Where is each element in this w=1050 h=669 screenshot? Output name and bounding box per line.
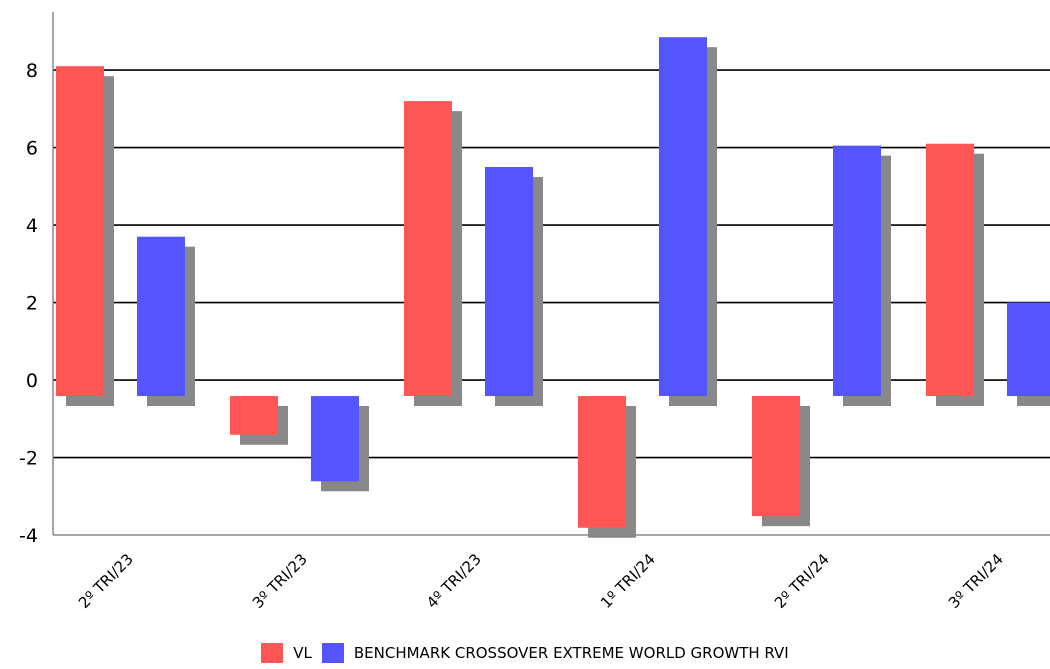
y-tick-label: -2	[19, 448, 38, 470]
y-tick-label: 6	[26, 138, 38, 160]
bar-vl	[578, 396, 626, 528]
bar-benchmark	[659, 37, 707, 397]
bar-vl	[56, 66, 104, 397]
y-tick-label: 0	[26, 370, 38, 392]
legend-swatch-vl	[261, 643, 284, 663]
x-tick-label: 1º TRI/24	[597, 550, 659, 612]
y-tick-label: 4	[26, 215, 38, 237]
bar-benchmark	[485, 166, 533, 397]
bar-benchmark	[137, 236, 185, 397]
x-tick-label: 3º TRI/24	[945, 550, 1007, 612]
y-tick-label: 2	[26, 293, 38, 315]
x-tick-label: 3º TRI/23	[249, 550, 311, 612]
bar-vl	[230, 396, 278, 435]
legend-swatch-benchmark	[321, 643, 344, 663]
bar-benchmark	[311, 396, 359, 482]
y-tick-labels: 8 6 4 2 0 -2 -4	[19, 60, 38, 547]
x-tick-label: 2º TRI/24	[771, 550, 833, 612]
legend: VL BENCHMARK CROSSOVER EXTREME WORLD GRO…	[0, 640, 1050, 666]
y-tick-label: -4	[19, 525, 38, 547]
legend-label-benchmark: BENCHMARK CROSSOVER EXTREME WORLD GROWTH…	[353, 644, 789, 662]
bar-benchmark	[833, 145, 881, 397]
legend-item-vl: VL	[261, 643, 312, 663]
legend-item-benchmark: BENCHMARK CROSSOVER EXTREME WORLD GROWTH…	[321, 643, 789, 663]
x-tick-label: 2º TRI/23	[75, 550, 137, 612]
bar-benchmark	[1007, 302, 1050, 397]
y-tick-label: 8	[26, 60, 38, 82]
legend-label-vl: VL	[293, 644, 312, 662]
grid-lines	[53, 69, 1050, 459]
bar-vl	[752, 396, 800, 517]
bar-vl	[926, 143, 974, 397]
axes	[52, 12, 1050, 536]
bars	[56, 37, 1050, 538]
x-tick-labels: 2º TRI/23 3º TRI/23 4º TRI/23 1º TRI/24 2º T…	[75, 550, 1007, 612]
x-tick-label: 4º TRI/23	[423, 550, 485, 612]
bar-vl	[404, 101, 452, 397]
